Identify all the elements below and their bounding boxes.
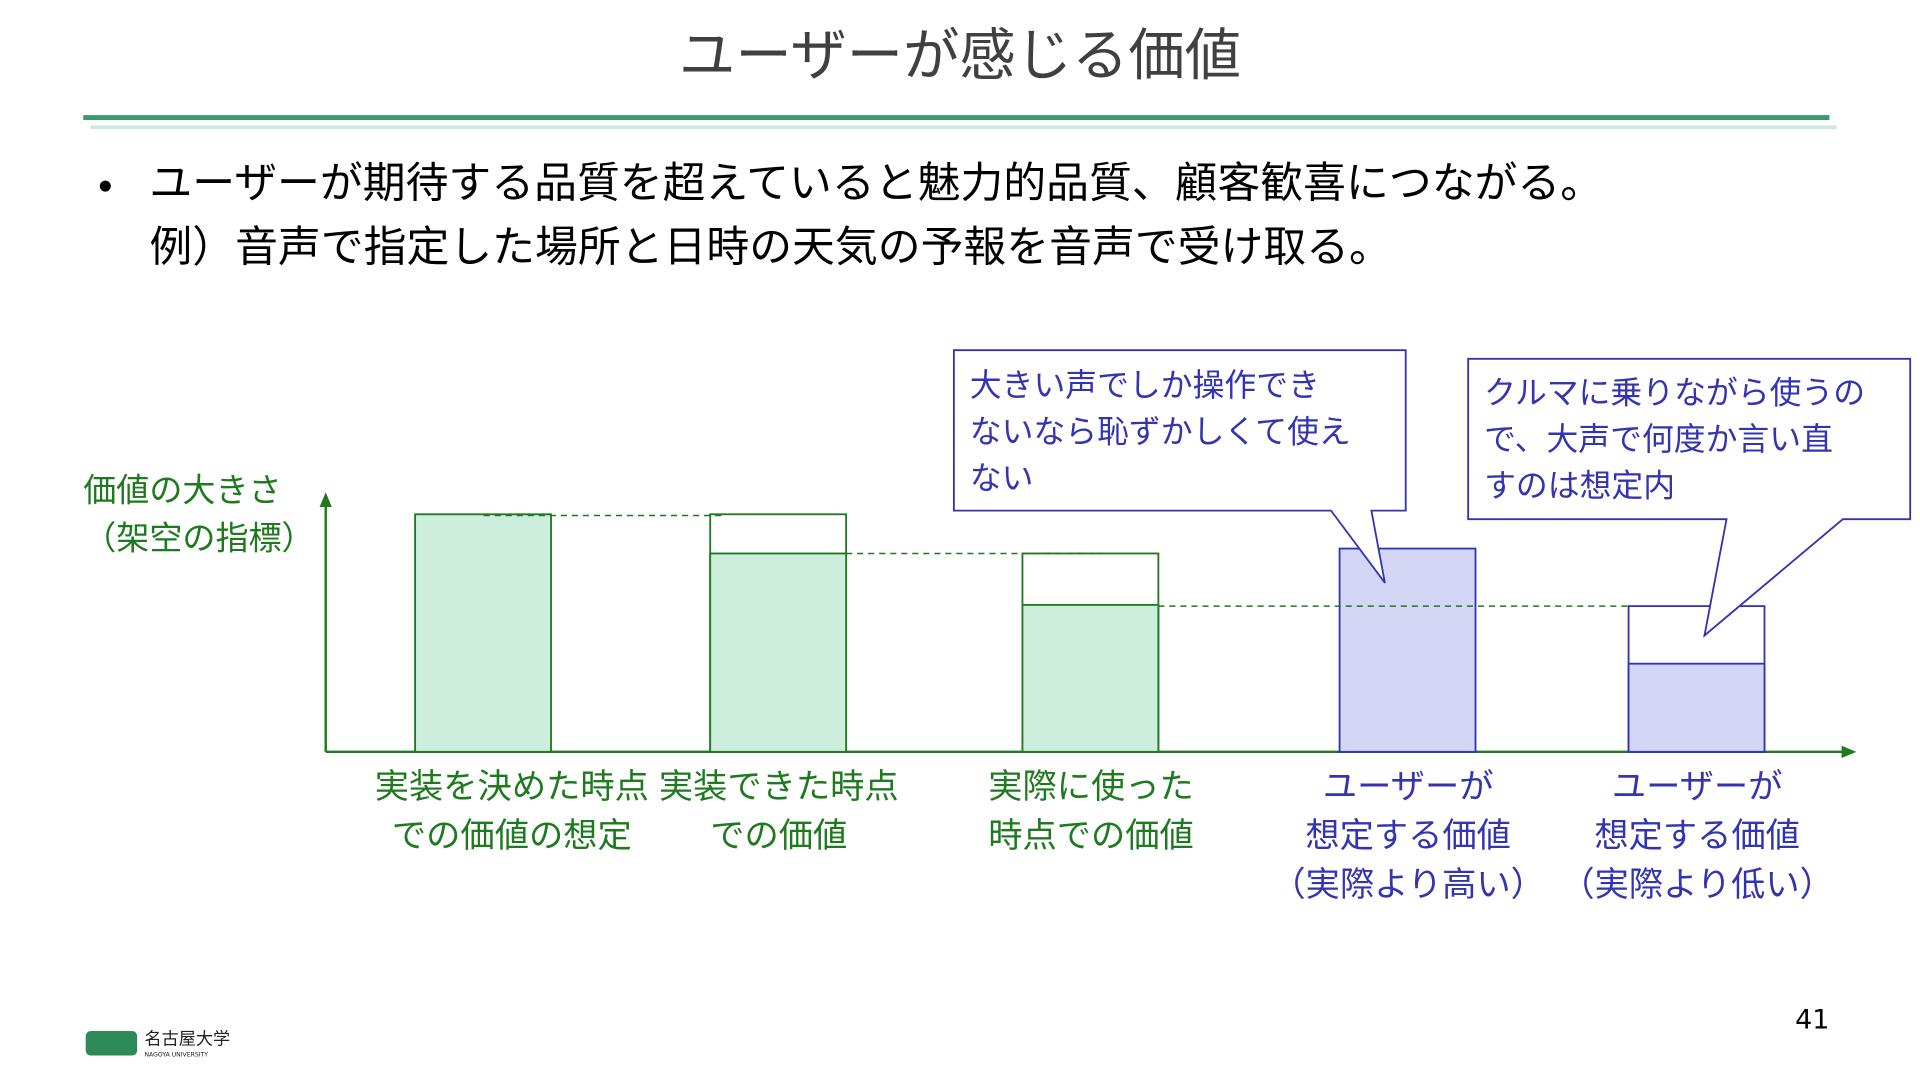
axis-label: 価値の大きさ (83, 471, 281, 510)
bullet-text: ユーザーが期待する品質を超えていると魅力的品質、顧客歓喜につながる。 (149, 159, 1603, 209)
column-label: ユーザーが (1323, 767, 1494, 807)
callout-box (1467, 357, 1912, 638)
column-label: 時点での価値 (988, 816, 1194, 856)
column-label: 実装できた時点 (659, 767, 899, 807)
column-label: 想定する価値 (1305, 816, 1511, 856)
callout-box (952, 349, 1407, 584)
page-number: 41 (1795, 1005, 1829, 1036)
bars (414, 513, 1766, 753)
callout-text: ないなら恥ずかしくて使え (970, 412, 1351, 450)
column-label: での価値の想定 (392, 816, 632, 856)
callout-text: ない (970, 459, 1034, 497)
bullet-dot (99, 180, 111, 192)
column-label: 実装を決めた時点 (375, 767, 649, 807)
x-arrow (1841, 745, 1857, 758)
logo-text: 名古屋大学 (144, 1030, 230, 1050)
logo: 名古屋大学 NAGOYA UNIVERSITY (85, 1030, 230, 1058)
callout-text: で、大声で何度か言い直 (1484, 420, 1833, 458)
y-arrow (319, 492, 332, 507)
column-label: （実際より高い） (1271, 865, 1544, 905)
column-label: 想定する価値 (1594, 816, 1800, 856)
column-label: 実際に使った (988, 767, 1194, 807)
example-text: 例）音声で指定した場所と日時の天気の予報を音声で受け取る。 (149, 222, 1391, 272)
column-label: （実際より低い） (1560, 865, 1833, 905)
logo-subtext: NAGOYA UNIVERSITY (144, 1051, 208, 1058)
callout-text: すのは想定内 (1484, 466, 1675, 504)
reference-lines (483, 514, 1629, 607)
column-label: ユーザーが (1612, 767, 1783, 807)
slide-title: ユーザーが感じる価値 (679, 23, 1241, 88)
axis-label: （架空の指標） (83, 519, 314, 558)
column-label: での価値 (710, 816, 847, 856)
callout-text: クルマに乗りながら使うの (1484, 373, 1865, 411)
callout-text: 大きい声でしか操作でき (970, 366, 1320, 404)
